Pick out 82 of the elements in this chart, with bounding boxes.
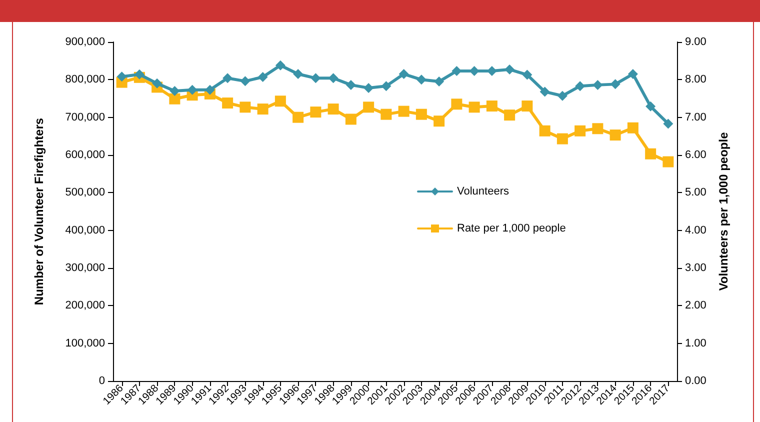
point <box>540 86 550 97</box>
point <box>346 80 356 90</box>
point <box>504 110 516 121</box>
point <box>328 73 338 84</box>
point <box>170 86 180 96</box>
point <box>292 112 304 123</box>
point <box>416 74 426 85</box>
point <box>539 125 550 136</box>
y-axis-title: Number of Volunteer Firefighters <box>32 118 46 306</box>
point <box>257 104 268 115</box>
point <box>645 148 656 160</box>
point <box>152 78 162 88</box>
y2-tick-label: 8.00 <box>685 74 706 86</box>
y-tick-label: 0 <box>98 375 105 387</box>
point <box>416 108 427 120</box>
y-tick-label: 600,000 <box>65 149 105 161</box>
y2-tick-label: 7.00 <box>685 111 706 124</box>
y-tick-label: 500,000 <box>65 186 105 199</box>
point <box>240 76 250 86</box>
point <box>310 106 322 118</box>
point <box>275 60 286 70</box>
point <box>274 96 286 107</box>
point <box>452 66 462 76</box>
y-tick-label: 800,000 <box>65 74 105 86</box>
y-tick-label: 400,000 <box>65 224 105 236</box>
y-tick-label: 100,000 <box>65 337 105 350</box>
point <box>380 108 392 120</box>
point <box>575 81 586 92</box>
point <box>258 72 268 82</box>
point <box>434 116 445 127</box>
y2-axis-title: Volunteers per 1,000 people <box>716 132 730 291</box>
point <box>293 69 304 80</box>
point <box>169 93 180 104</box>
point <box>310 73 321 84</box>
legend-label: Volunteers <box>457 186 510 198</box>
point <box>662 156 674 168</box>
y2-tick-label: 2.00 <box>685 300 706 312</box>
point <box>522 100 533 112</box>
point <box>398 106 410 117</box>
point <box>363 102 374 113</box>
y2-tick-label: 1.00 <box>685 337 706 350</box>
point <box>364 82 374 93</box>
point <box>468 102 480 113</box>
point <box>557 90 568 101</box>
point <box>345 114 356 125</box>
y2-tick-label: 4.00 <box>685 224 706 236</box>
point <box>574 125 586 136</box>
point <box>134 69 144 80</box>
point <box>592 123 604 134</box>
point <box>610 130 621 141</box>
point <box>222 98 234 109</box>
point <box>434 76 444 87</box>
y-tick-label: 900,000 <box>65 36 105 48</box>
point <box>486 100 498 112</box>
point <box>328 104 339 115</box>
point <box>240 102 251 113</box>
point <box>646 101 656 112</box>
y2-tick-label: 5.00 <box>685 186 706 199</box>
point <box>204 84 215 95</box>
point <box>504 64 515 74</box>
point <box>398 69 409 80</box>
point <box>381 81 392 92</box>
y2-tick-label: 0.00 <box>685 375 706 387</box>
y-tick-label: 700,000 <box>65 111 105 124</box>
y2-tick-label: 3.00 <box>685 262 706 274</box>
legend-label: Rate per 1,000 people <box>457 222 566 234</box>
point <box>522 70 532 80</box>
point <box>592 80 603 90</box>
point <box>663 118 674 129</box>
point <box>469 66 480 76</box>
point <box>628 69 638 80</box>
y-tick-label: 200,000 <box>65 300 105 312</box>
point <box>116 72 127 82</box>
y2-tick-label: 6.00 <box>685 149 706 161</box>
point <box>610 79 620 90</box>
y2-tick-label: 9.00 <box>685 36 706 48</box>
y-tick-label: 300,000 <box>65 262 105 274</box>
point <box>451 98 462 110</box>
point <box>627 122 638 134</box>
point <box>222 73 233 84</box>
point <box>187 84 198 95</box>
point <box>556 133 568 144</box>
